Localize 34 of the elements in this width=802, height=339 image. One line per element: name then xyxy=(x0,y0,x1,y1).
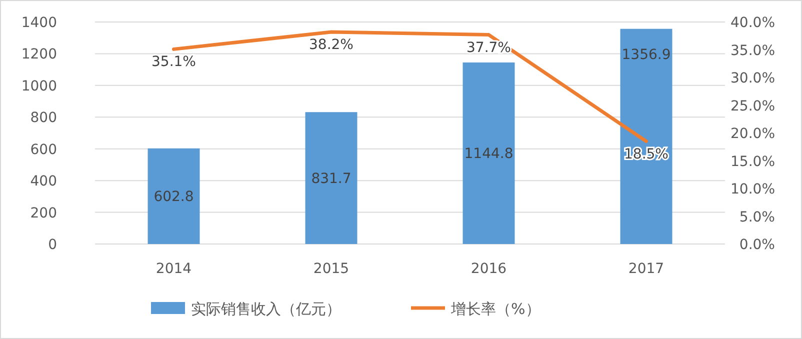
y-tick-label: 0 xyxy=(48,237,57,253)
y-tick-label: 200 xyxy=(30,205,57,222)
data-label: 602.8 xyxy=(154,189,194,206)
y2-tick-label: 40.0% xyxy=(730,15,775,31)
y2-tick-label: 25.0% xyxy=(730,98,775,114)
y2-tick-label: 20.0% xyxy=(730,126,775,142)
data-label: 831.7 xyxy=(311,171,352,188)
bar xyxy=(462,62,515,244)
data-label: 1356.9 xyxy=(622,46,671,63)
y-tick-label: 1400 xyxy=(21,15,57,31)
bar xyxy=(148,148,200,244)
y-tick-label: 600 xyxy=(30,142,57,158)
bar xyxy=(305,112,358,244)
data-label: 18.5% xyxy=(624,146,668,162)
data-label: 38.2% xyxy=(309,36,354,53)
legend-label: 实际销售收入（亿元） xyxy=(191,300,341,318)
x-tick-label: 2015 xyxy=(313,261,350,277)
y-tick-label: 800 xyxy=(30,110,57,126)
legend-label: 增长率（%） xyxy=(450,300,540,318)
y2-tick-label: 15.0% xyxy=(730,154,775,170)
x-tick-label: 2017 xyxy=(628,261,664,277)
y2-tick-label: 10.0% xyxy=(730,182,775,198)
bar xyxy=(620,28,672,244)
data-label: 1144.8 xyxy=(464,146,514,162)
y-tick-label: 400 xyxy=(30,174,57,190)
y-tick-label: 1000 xyxy=(21,78,57,94)
x-tick-label: 2014 xyxy=(156,261,192,277)
data-label: 35.1% xyxy=(152,54,196,70)
y2-tick-label: 35.0% xyxy=(730,42,775,59)
x-tick-label: 2016 xyxy=(470,261,507,277)
y-tick-label: 1200 xyxy=(21,46,57,63)
y2-tick-label: 5.0% xyxy=(739,209,775,226)
y2-tick-label: 30.0% xyxy=(730,70,775,86)
y2-tick-label: 0.0% xyxy=(739,237,775,253)
